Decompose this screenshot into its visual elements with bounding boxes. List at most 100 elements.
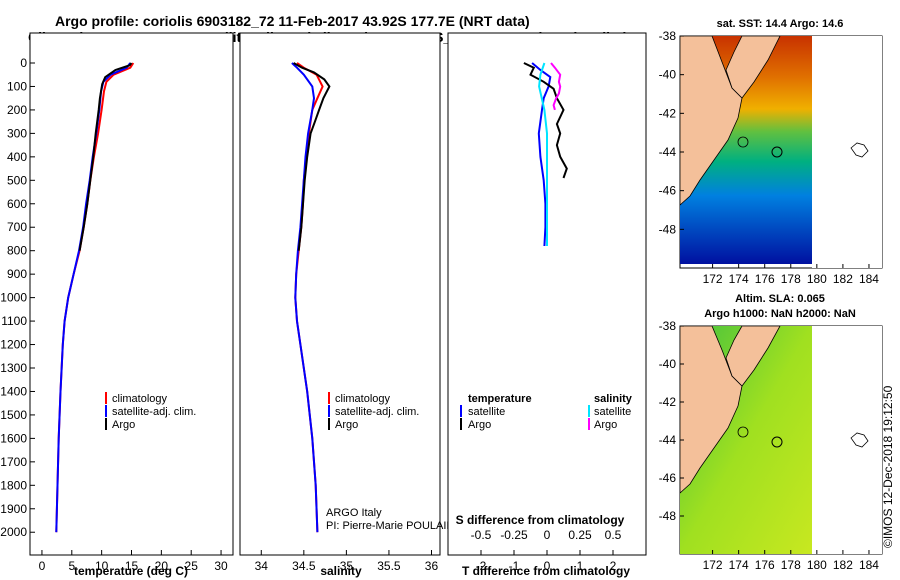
legend-label-temp-argo: Argo xyxy=(468,419,491,431)
x-tick-label: 34 xyxy=(255,559,269,573)
x-tick-label: 2 xyxy=(610,559,617,573)
depth-tick-label: 1500 xyxy=(0,408,27,422)
salinity-lines xyxy=(291,62,331,533)
series-line-salinity-argo xyxy=(550,62,562,111)
legend-label-sal-satellite: satellite xyxy=(594,406,631,418)
depth-tick-label: 1900 xyxy=(0,502,27,516)
x-tick-label: 35 xyxy=(340,559,354,573)
sla-map-ticks: 172 174 176 178 180 182 184 -38 -40 -42 -44 -46 -48 xyxy=(659,319,880,572)
land-mass-east xyxy=(725,36,781,99)
series-line-salinity-satellite xyxy=(538,62,548,246)
x-tick-label: 35.5 xyxy=(377,559,401,573)
x-tick-label-top: 0.25 xyxy=(568,528,592,542)
depth-tick-label: 0 xyxy=(20,56,27,70)
depth-tick-label: 1400 xyxy=(0,384,27,398)
x-tick-label-top: -0.5 xyxy=(471,528,492,542)
x-tick-label: 5 xyxy=(68,559,75,573)
depth-tick-label: 600 xyxy=(7,197,27,211)
depth-tick-label: 400 xyxy=(7,150,27,164)
map-x-tick-label: 182 xyxy=(833,272,853,286)
depth-tick-label: 1700 xyxy=(0,455,27,469)
legend-label-climatology: climatology xyxy=(335,393,391,405)
temperature-xlabel: temperature (deg C) xyxy=(74,564,188,578)
x-tick-label: 10 xyxy=(95,559,109,573)
map-x-tick-label: 182 xyxy=(833,558,853,572)
difference-legend: temperature satellite Argo salinity sate… xyxy=(460,393,633,431)
depth-tick-label: 1200 xyxy=(0,338,27,352)
series-line-temperature-satellite xyxy=(531,62,552,247)
map-x-tick-label: 180 xyxy=(807,558,827,572)
depth-tick-label: 1000 xyxy=(0,291,27,305)
difference-axes-box xyxy=(447,32,647,556)
temperature-panel: 0100200300400500600700800900100011001200… xyxy=(0,32,453,578)
map-y-tick-label: -48 xyxy=(659,222,677,236)
map-x-tick-label: 178 xyxy=(781,272,801,286)
no-data-area xyxy=(812,326,882,554)
depth-tick-label: 800 xyxy=(7,244,27,258)
x-tick-label: 25 xyxy=(185,559,199,573)
map-y-tick-label: -40 xyxy=(659,68,677,82)
x-tick-label: 0 xyxy=(39,559,46,573)
land-mass-east xyxy=(725,326,781,387)
series-line-argo xyxy=(293,62,331,251)
series-line-argo xyxy=(78,62,133,251)
salinity-axes-box xyxy=(239,32,441,556)
map-x-tick-label: 174 xyxy=(729,272,749,286)
depth-tick-label: 1600 xyxy=(0,431,27,445)
map-x-tick-label: 172 xyxy=(703,558,723,572)
difference-xlabel-top: S difference from climatology xyxy=(456,513,625,527)
sst-map-title: sat. SST: 14.4 Argo: 14.6 xyxy=(717,18,844,30)
x-tick-label: -2 xyxy=(476,559,487,573)
map-x-tick-label: 180 xyxy=(807,272,827,286)
x-tick-label-top: -0.25 xyxy=(500,528,528,542)
chatham-island xyxy=(850,432,869,448)
depth-tick-label: 900 xyxy=(7,267,27,281)
temperature-legend: climatology satellite-adj. clim. Argo xyxy=(105,392,196,431)
x-tick-label: -1 xyxy=(509,559,520,573)
no-data-area xyxy=(812,36,882,268)
depth-tick-label: 1800 xyxy=(0,478,27,492)
map-x-tick-label: 176 xyxy=(755,558,775,572)
depth-tick-label: 2000 xyxy=(0,525,27,539)
credit-line2: PI: Pierre-Marie POULAIN xyxy=(326,520,454,532)
salinity-panel: 34 34.5 35 35.5 36 salinity climatology sate… xyxy=(239,32,454,578)
temperature-axes-box xyxy=(29,32,234,556)
title-line1: Argo profile: coriolis 6903182_72 11-Feb… xyxy=(55,13,530,29)
bathymetry-contour xyxy=(737,136,749,148)
map-y-tick-label: -44 xyxy=(659,145,677,159)
legend-label-climatology: climatology xyxy=(112,393,168,405)
map-y-tick-label: -38 xyxy=(659,29,677,43)
land-mass xyxy=(680,36,743,206)
x-tick-label: 20 xyxy=(155,559,169,573)
sla-map-image xyxy=(680,326,882,554)
map-x-tick-label: 174 xyxy=(729,558,749,572)
sla-map: Altim. SLA: 0.065 Argo h1000: NaN h2000:… xyxy=(659,293,883,572)
x-tick-label: 30 xyxy=(214,559,228,573)
map-x-tick-label: 184 xyxy=(859,272,879,286)
legend-heading-temperature: temperature xyxy=(468,393,532,405)
map-y-tick-label: -46 xyxy=(659,471,677,485)
legend-heading-salinity: salinity xyxy=(594,393,633,405)
map-y-tick-label: -42 xyxy=(659,106,677,120)
map-x-tick-label: 178 xyxy=(781,558,801,572)
land-mass xyxy=(680,326,743,494)
x-tick-label: 15 xyxy=(125,559,139,573)
depth-tick-label: 300 xyxy=(7,126,27,140)
sst-map-ticks: 172 174 176 178 180 182 184 -38 -40 -42 -44 -46 -48 xyxy=(659,29,880,286)
difference-ticks: -2 -1 0 1 2 -0.5 -0.25 0 0.25 0.5 xyxy=(471,528,622,573)
x-tick-label-top: 0 xyxy=(544,528,551,542)
x-tick-label: 1 xyxy=(577,559,584,573)
legend-label-satellite-adj: satellite-adj. clim. xyxy=(335,406,419,418)
x-tick-label-top: 0.5 xyxy=(605,528,622,542)
bathymetry-contour xyxy=(737,426,749,438)
difference-panel: -2 -1 0 1 2 -0.5 -0.25 0 0.25 0.5 T difference fr… xyxy=(447,32,647,578)
depth-tick-label: 1300 xyxy=(0,361,27,375)
difference-xlabel: T difference from climatology xyxy=(462,564,630,578)
legend-label-argo: Argo xyxy=(335,419,358,431)
map-x-tick-label: 176 xyxy=(755,272,775,286)
imos-credit: ©IMOS 12-Dec-2018 19:12:50 xyxy=(881,385,895,548)
salinity-xlabel: salinity xyxy=(320,564,362,578)
map-y-tick-label: -42 xyxy=(659,395,677,409)
map-y-tick-label: -46 xyxy=(659,184,677,198)
